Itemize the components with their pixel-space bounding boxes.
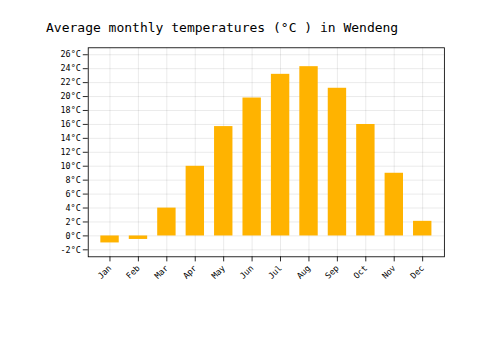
svg-text:Dec: Dec xyxy=(408,263,426,281)
svg-text:6°C: 6°C xyxy=(66,189,81,199)
svg-text:Feb: Feb xyxy=(124,263,142,281)
svg-text:Apr: Apr xyxy=(181,263,199,281)
svg-text:18°C: 18°C xyxy=(61,105,81,115)
svg-text:Sep: Sep xyxy=(323,263,341,281)
svg-text:Oct: Oct xyxy=(351,263,369,281)
svg-text:Jun: Jun xyxy=(238,263,256,281)
svg-text:4°C: 4°C xyxy=(66,203,81,213)
svg-text:26°C: 26°C xyxy=(61,49,81,59)
svg-text:Jul: Jul xyxy=(266,263,284,281)
svg-text:May: May xyxy=(209,263,227,281)
svg-text:10°C: 10°C xyxy=(61,161,81,171)
svg-text:24°C: 24°C xyxy=(61,63,81,73)
svg-text:22°C: 22°C xyxy=(61,77,81,87)
svg-text:2°C: 2°C xyxy=(66,217,81,227)
svg-text:14°C: 14°C xyxy=(61,133,81,143)
svg-text:12°C: 12°C xyxy=(61,147,81,157)
html-text:Average monthly temperatures (: Average monthly temperatures (°C ) in We… xyxy=(46,20,399,35)
svg-text:Mar: Mar xyxy=(152,263,170,281)
svg-text:8°C: 8°C xyxy=(66,175,81,185)
svg-text:-2°C: -2°C xyxy=(61,244,81,254)
svg-text:0°C: 0°C xyxy=(66,231,81,241)
svg-text:Jan: Jan xyxy=(96,263,114,281)
svg-text:16°C: 16°C xyxy=(61,119,81,129)
svg-text:20°C: 20°C xyxy=(61,91,81,101)
svg-text:Nov: Nov xyxy=(380,263,398,281)
svg-text:Aug: Aug xyxy=(294,263,312,281)
